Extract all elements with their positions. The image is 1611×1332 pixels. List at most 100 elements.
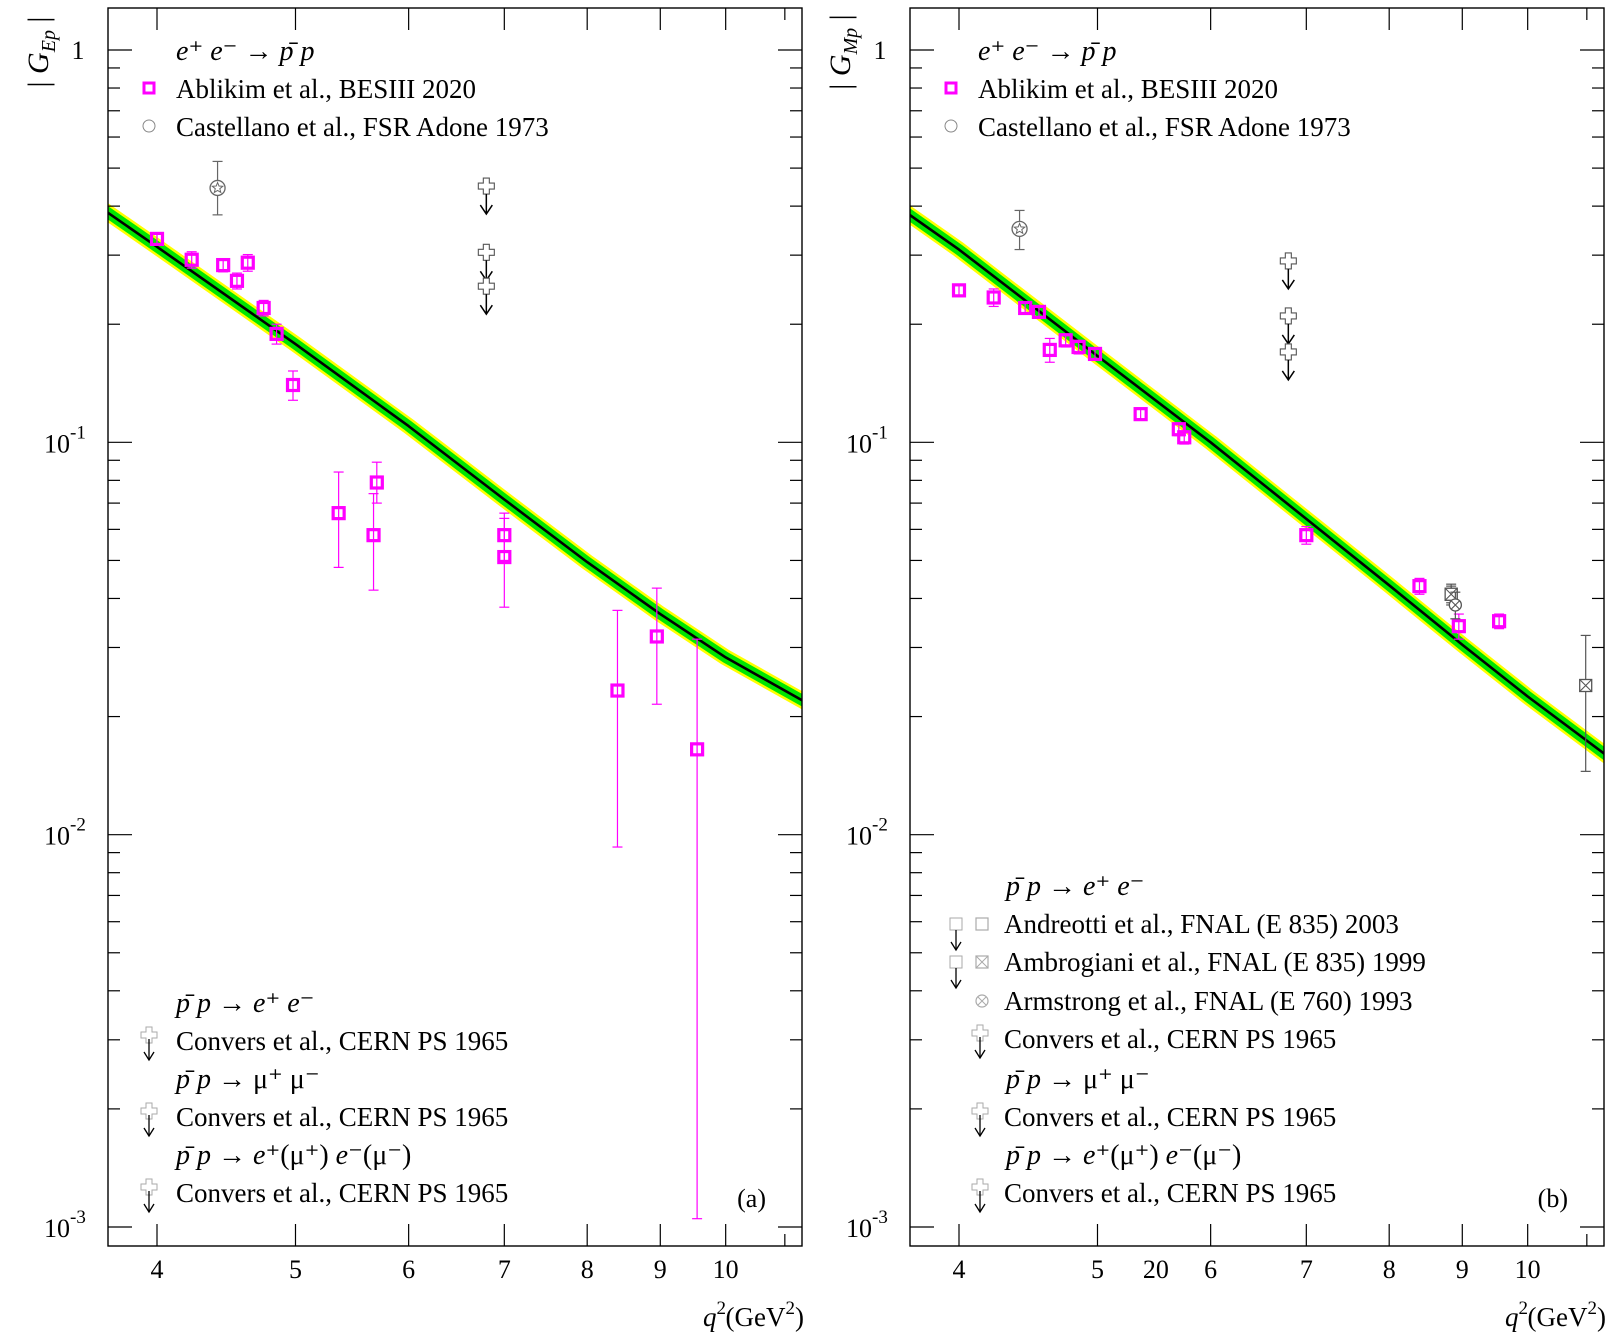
upper-limit-arrowhead — [479, 304, 493, 316]
data-point — [1579, 634, 1593, 772]
series-square — [951, 283, 1507, 640]
legend-process: e⁺ e⁻ → p̄ p — [176, 36, 314, 67]
series-cross-upper-limit — [477, 243, 495, 282]
legend-top: e⁺ e⁻ → p̄ p Ablikim et al., BESIII 2020 C… — [944, 36, 1351, 142]
plot-area — [910, 205, 1604, 772]
series-cross-upper-limit — [477, 177, 495, 216]
legend-bottom: p̄ p → e⁺ e⁻ Convers et al., CERN PS 1965… — [140, 988, 508, 1214]
legend-arrowhead — [143, 1127, 155, 1138]
x-tick-label: 4 — [151, 1255, 164, 1284]
square-marker — [216, 257, 231, 273]
square-marker — [149, 231, 165, 247]
legend-cross-marker — [140, 1102, 158, 1120]
series-cross-upper-limit — [477, 277, 495, 316]
legend-process: p̄ p → μ⁺ μ⁻ — [174, 1064, 320, 1095]
data-point — [209, 160, 226, 216]
data-point — [1042, 337, 1057, 363]
square-marker — [1451, 619, 1466, 634]
y-tick-label: 10-1 — [846, 422, 888, 458]
legend-process: e⁺ e⁻ → p̄ p — [978, 36, 1116, 67]
x-tick-label: 4 — [953, 1255, 966, 1284]
legend-entry: Ablikim et al., BESIII 2020 — [176, 74, 476, 104]
legend-process: p̄ p → e⁺(μ⁺) e⁻(μ⁻) — [174, 1140, 411, 1171]
square-marker — [1492, 614, 1507, 629]
legend-entry: Convers et al., CERN PS 1965 — [1004, 1102, 1336, 1132]
cross-marker — [477, 277, 495, 295]
star-marker — [1012, 222, 1027, 235]
cross-marker — [1279, 343, 1297, 361]
legend-arrowhead — [143, 1203, 155, 1214]
y-tick-label: 10-3 — [846, 1207, 888, 1243]
square-marker — [1058, 333, 1073, 348]
legend-cross-marker — [971, 1178, 989, 1196]
square-marker — [369, 475, 384, 490]
cross-marker — [1279, 307, 1297, 325]
square-marker — [610, 683, 625, 698]
square-marker — [366, 528, 381, 543]
data-point — [269, 323, 284, 345]
square-marker — [690, 742, 705, 757]
fit-curve — [108, 211, 802, 702]
x-axis-label: q2 — [1505, 1298, 1528, 1332]
legend-open-square — [975, 917, 989, 931]
y-tick-label: 10-1 — [44, 422, 86, 458]
plot-frame — [909, 7, 1605, 1247]
data-point — [1011, 209, 1028, 251]
x-tick-label: 10 — [1515, 1255, 1541, 1284]
series-cross-upper-limit — [1279, 343, 1297, 382]
x-axis-unit: (GeV2) — [1528, 1298, 1606, 1332]
square-marker — [1042, 342, 1057, 358]
fit-band-outer — [910, 205, 1604, 764]
x-tick-label: 7 — [1300, 1255, 1313, 1284]
data-point — [1492, 613, 1507, 630]
data-point — [1412, 577, 1427, 595]
series-cross-upper-limit — [1279, 252, 1297, 291]
data-point — [477, 277, 495, 316]
data-point — [1279, 307, 1297, 346]
legend-limit-arrowhead — [950, 979, 962, 990]
data-point — [610, 609, 625, 848]
legend-entry: Castellano et al., FSR Adone 1973 — [978, 112, 1351, 142]
legend-circle-x-cross — [977, 996, 987, 1006]
data-point — [1299, 525, 1314, 545]
data-point — [1018, 300, 1033, 316]
plot-area — [108, 160, 802, 1220]
data-point — [1451, 613, 1466, 640]
legend-limit-marker — [949, 917, 963, 931]
data-point — [331, 471, 346, 568]
star-marker-ring — [1011, 220, 1028, 238]
data-point — [1087, 346, 1103, 362]
legend-circle-x — [975, 994, 989, 1008]
square-marker — [497, 549, 512, 565]
x-tick-label: 9 — [654, 1255, 667, 1284]
panel-label: (a) — [737, 1184, 766, 1213]
x-tick-label: 5 — [1091, 1255, 1104, 1284]
series-star — [1011, 209, 1028, 251]
data-point — [1058, 333, 1073, 348]
data-point — [1071, 339, 1086, 355]
fit-band-inner — [910, 208, 1604, 761]
star-marker — [210, 181, 225, 194]
series-crossed-square — [1444, 583, 1593, 772]
legend-limit-arrowhead — [950, 941, 962, 952]
panel-b: 1 10-1 10-2 10-3 4 5 6 7 8 9 10 20 q2(GeV2) | GMp | (b… — [824, 7, 1606, 1332]
x-tick-label: 6 — [402, 1255, 415, 1284]
square-marker — [240, 255, 255, 270]
data-point — [366, 493, 381, 591]
legend-arrowhead — [974, 1049, 986, 1060]
data-point — [1031, 304, 1047, 320]
data-point — [986, 288, 1001, 308]
legend-entry: Convers et al., CERN PS 1965 — [176, 1102, 508, 1132]
y-axis-label-text: | GEp | — [22, 17, 60, 88]
data-point — [256, 299, 271, 317]
legend-cross-marker — [140, 1026, 158, 1044]
data-point — [649, 587, 664, 705]
data-point — [149, 231, 165, 247]
legend-besiii-marker — [944, 81, 958, 95]
y-tick-label: 10-2 — [846, 815, 888, 851]
crossed-square-x — [1579, 679, 1593, 692]
legend-entry: Ablikim et al., BESIII 2020 — [978, 74, 1278, 104]
legend-arrowhead — [974, 1127, 986, 1138]
square-marker — [1299, 528, 1314, 543]
